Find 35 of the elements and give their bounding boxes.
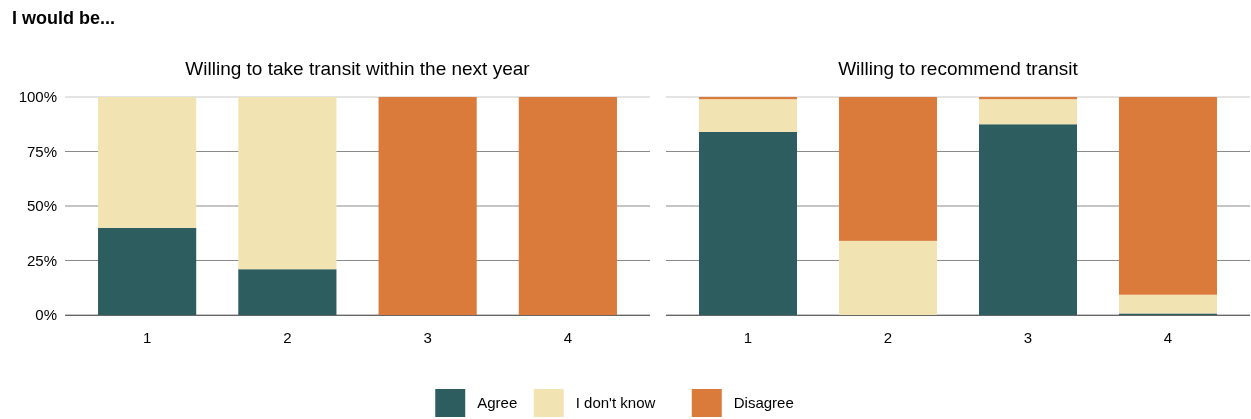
legend-label: I don't know xyxy=(575,394,656,412)
bar xyxy=(1119,294,1217,314)
bar xyxy=(979,99,1077,125)
y-tick-label: 25% xyxy=(26,251,57,269)
bar xyxy=(378,97,477,315)
bar xyxy=(98,227,197,315)
bar xyxy=(98,97,197,228)
x-tick-label: 2 xyxy=(283,329,292,346)
bar xyxy=(699,97,797,100)
y-tick-label: 0% xyxy=(35,306,57,324)
chart-title: Willing to take transit within the next year xyxy=(185,58,531,79)
bar xyxy=(699,99,797,132)
x-tick-label: 1 xyxy=(743,329,753,346)
legend-label: Agree xyxy=(477,394,518,412)
y-tick-label: 100% xyxy=(18,88,57,106)
bar xyxy=(699,131,797,315)
y-tick-label: 75% xyxy=(26,142,57,160)
bar xyxy=(839,97,937,241)
bar xyxy=(839,240,937,315)
bar xyxy=(238,97,337,270)
y-tick-label: 50% xyxy=(26,197,57,215)
x-tick-label: 2 xyxy=(883,329,893,346)
bar xyxy=(1119,97,1217,295)
bar xyxy=(979,97,1077,100)
x-tick-label: 3 xyxy=(423,329,432,346)
x-tick-label: 3 xyxy=(1023,329,1033,346)
bar xyxy=(518,97,617,315)
text: I would be... xyxy=(12,8,115,28)
x-tick-label: 4 xyxy=(1163,329,1173,346)
chart-title: Willing to recommend transit xyxy=(838,58,1079,79)
bar xyxy=(979,124,1077,315)
bar xyxy=(238,269,337,315)
legend-label: Disagree xyxy=(733,394,794,412)
x-tick-label: 1 xyxy=(142,329,152,346)
x-tick-label: 4 xyxy=(563,329,573,346)
